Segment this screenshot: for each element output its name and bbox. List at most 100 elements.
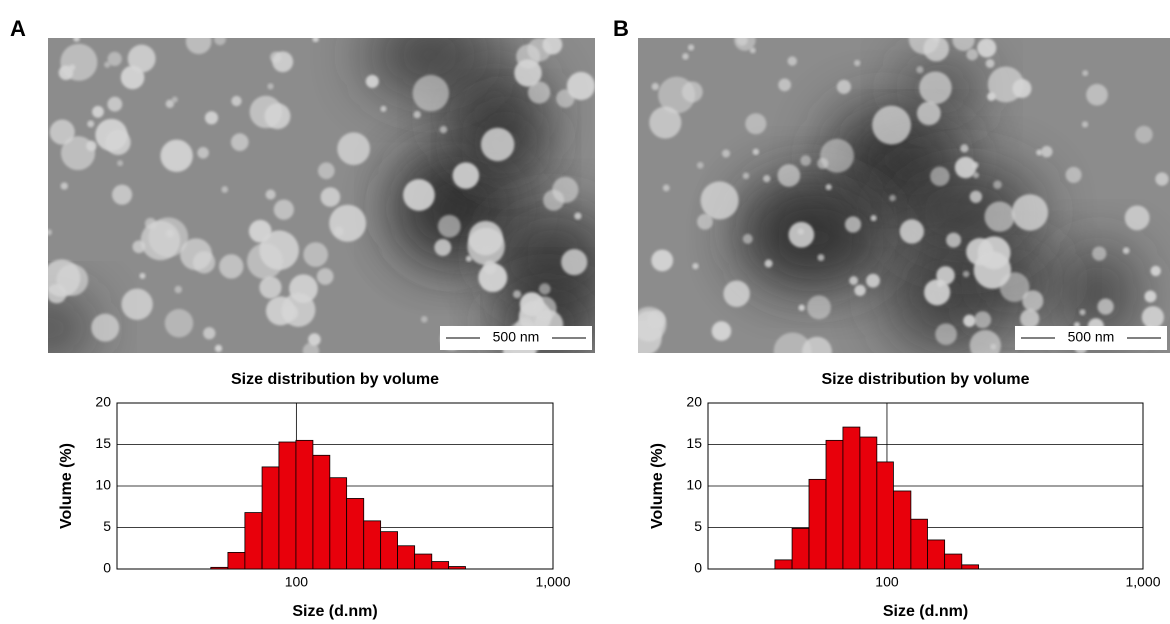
bar xyxy=(774,559,793,570)
bar xyxy=(244,512,263,570)
particle xyxy=(908,38,940,55)
particle xyxy=(104,61,111,68)
dark-region xyxy=(1058,246,1139,342)
particle xyxy=(107,51,122,67)
particle xyxy=(214,38,226,46)
x-tick-label: 1,000 xyxy=(1125,574,1160,590)
particle xyxy=(317,162,335,180)
particle xyxy=(764,259,773,268)
particle xyxy=(687,44,695,51)
particle xyxy=(1124,205,1150,231)
x-axis-label: Size (d.nm) xyxy=(883,603,968,620)
particle xyxy=(185,38,212,55)
particle xyxy=(916,101,941,126)
particle xyxy=(973,251,1012,289)
particle xyxy=(204,111,219,125)
particle xyxy=(221,186,229,193)
particle xyxy=(214,344,223,353)
particle xyxy=(820,138,855,173)
particle xyxy=(273,199,294,220)
particle xyxy=(265,189,276,200)
particle xyxy=(777,164,801,187)
particle xyxy=(844,216,862,233)
bar xyxy=(944,553,963,570)
particle xyxy=(825,184,832,191)
particle xyxy=(259,276,282,299)
bar xyxy=(431,561,450,570)
particle xyxy=(139,272,146,279)
bar xyxy=(910,518,928,570)
particle xyxy=(140,220,181,261)
particle xyxy=(60,43,98,81)
particle xyxy=(174,285,183,294)
particle xyxy=(197,147,209,159)
particle xyxy=(413,110,421,119)
particle xyxy=(849,276,859,285)
particle xyxy=(365,74,379,88)
particle xyxy=(249,95,283,129)
particle xyxy=(692,262,699,270)
particle xyxy=(403,179,435,211)
y-tick-label: 0 xyxy=(103,560,111,576)
bar xyxy=(842,426,861,570)
particle xyxy=(111,184,133,205)
particle xyxy=(320,187,341,207)
particle xyxy=(566,71,595,101)
particle xyxy=(230,133,249,151)
y-tick-label: 10 xyxy=(686,477,702,493)
particle xyxy=(121,288,153,320)
y-tick-label: 20 xyxy=(686,394,702,410)
particle xyxy=(984,201,1015,232)
x-tick-label: 1,000 xyxy=(535,574,570,590)
particle xyxy=(514,59,542,87)
particle xyxy=(778,78,792,92)
particle xyxy=(561,249,588,276)
dark-region xyxy=(490,206,595,303)
particle xyxy=(267,83,274,90)
particle xyxy=(105,129,131,155)
particle xyxy=(412,74,450,112)
y-tick-label: 5 xyxy=(694,518,702,534)
particle xyxy=(308,333,321,346)
particle xyxy=(682,53,689,60)
particle xyxy=(86,140,97,152)
particle xyxy=(164,309,194,338)
x-tick-label: 100 xyxy=(875,574,899,590)
particle xyxy=(974,311,992,329)
particle xyxy=(651,82,659,91)
particle xyxy=(681,81,703,103)
particle xyxy=(574,212,582,220)
particle xyxy=(700,181,739,220)
particle xyxy=(696,161,704,169)
scale-bar-label: 500 nm xyxy=(1068,329,1115,345)
particle xyxy=(866,273,880,288)
bar xyxy=(312,454,331,570)
panel-label: B xyxy=(613,16,629,41)
particle xyxy=(745,113,767,135)
particle xyxy=(192,251,216,274)
dark-region xyxy=(887,164,1042,260)
chart-title: Size distribution by volume xyxy=(231,371,439,388)
particle xyxy=(993,180,1002,190)
particle xyxy=(539,283,551,295)
particle xyxy=(380,105,387,112)
particle xyxy=(434,239,452,256)
particle xyxy=(270,51,282,63)
particle xyxy=(452,162,480,189)
particle xyxy=(711,321,732,341)
particle xyxy=(966,48,979,61)
particle xyxy=(165,99,175,109)
particle xyxy=(231,95,242,107)
bar xyxy=(808,478,827,570)
particle xyxy=(788,221,815,248)
particle xyxy=(303,242,329,267)
particle xyxy=(203,327,216,340)
particle xyxy=(527,81,551,104)
particle xyxy=(919,71,952,105)
particle xyxy=(798,304,805,311)
particle xyxy=(91,313,120,342)
bar xyxy=(448,566,466,570)
particle xyxy=(662,184,670,192)
particle xyxy=(749,47,756,54)
particle xyxy=(1011,194,1049,231)
